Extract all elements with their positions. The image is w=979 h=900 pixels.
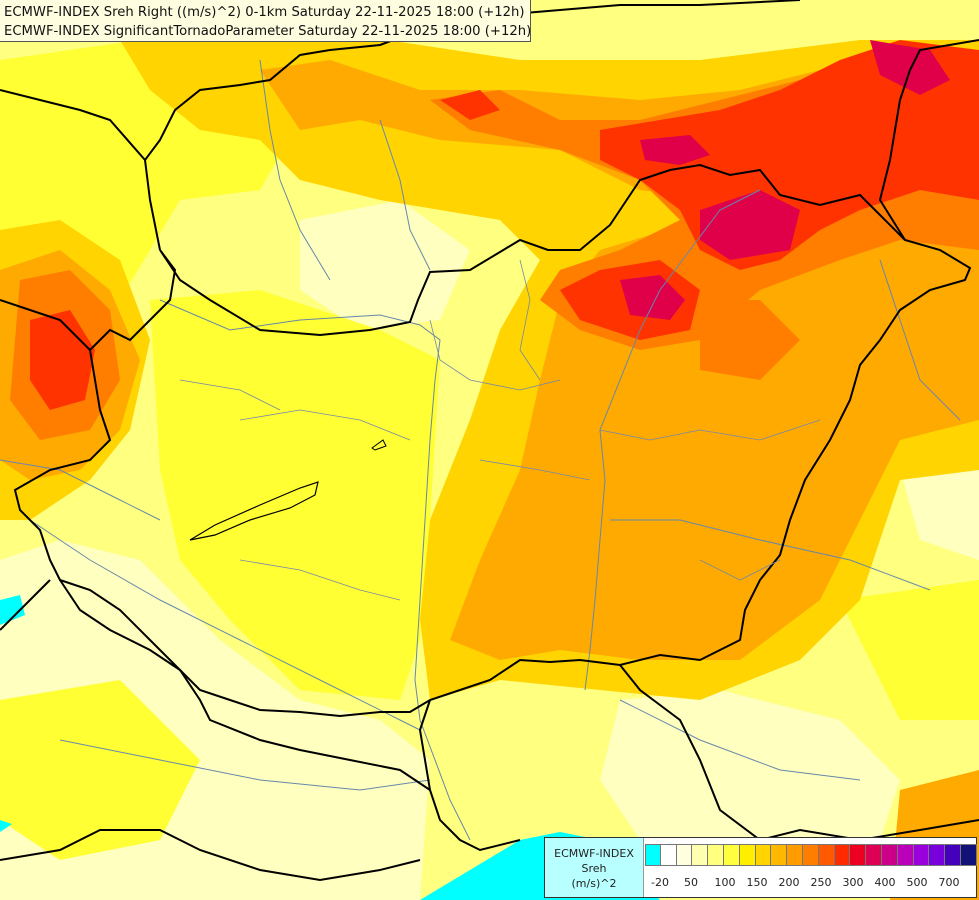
legend-unit: (m/s)^2	[571, 877, 617, 890]
border-bosnia	[0, 829, 421, 882]
field-cyan-west	[0, 595, 25, 625]
legend-swatch	[960, 844, 977, 866]
legend-variable: Sreh	[581, 862, 607, 875]
field-pale-southeast	[600, 690, 900, 860]
legend-swatch	[787, 844, 803, 866]
legend-swatch	[755, 844, 772, 866]
legend-tick-label: 250	[810, 876, 832, 889]
field-yellow-center	[150, 290, 440, 700]
river-danube	[159, 299, 471, 841]
border-west-austria	[0, 299, 91, 351]
field-pale-north	[300, 200, 470, 330]
legend-swatch	[723, 844, 740, 866]
legend-swatch	[881, 844, 898, 866]
river-north2	[379, 119, 431, 271]
legend-tick-label: 150	[746, 876, 768, 889]
legend-tick-label: 300	[842, 876, 864, 889]
title-line-1: ECMWF-INDEX Sreh Right ((m/s)^2) 0-1km S…	[4, 5, 525, 20]
border-croatia	[59, 579, 431, 791]
field-crimson-4	[870, 40, 950, 95]
legend-swatch	[929, 844, 946, 866]
legend-swatch	[676, 844, 693, 866]
field-yellow-south	[0, 680, 200, 860]
legend-tick-label: 100	[714, 876, 736, 889]
field-crimson-3	[640, 135, 710, 165]
river-east1	[879, 259, 961, 421]
border-hungary	[13, 163, 972, 718]
legend-swatch	[850, 844, 867, 866]
river-sava	[59, 739, 431, 791]
field-darkorange-east	[700, 300, 800, 380]
legend-swatch	[897, 844, 914, 866]
legend-swatch	[945, 844, 961, 866]
field-red-north	[600, 40, 979, 270]
legend-tick-label: 500	[906, 876, 928, 889]
border-slovenia	[0, 579, 51, 631]
legend-swatch	[739, 844, 756, 866]
legend-tick-label: 200	[778, 876, 800, 889]
border-slovakia	[143, 0, 801, 251]
legend-tick-label: 50	[684, 876, 698, 889]
river-drava	[29, 519, 421, 731]
border-ukraine	[878, 39, 979, 241]
border-romania-south	[619, 664, 979, 842]
map-title-box: ECMWF-INDEX Sreh Right ((m/s)^2) 0-1km S…	[0, 0, 531, 42]
legend-swatch	[834, 844, 851, 866]
legend-ticks: -20 50 100 150 200 250 300 400 500 700	[645, 876, 975, 892]
river-tisza	[584, 189, 761, 691]
field-red-small	[440, 90, 500, 120]
title-line-2: ECMWF-INDEX SignificantTornadoParameter …	[4, 24, 532, 39]
field-cyan-sw	[0, 820, 12, 832]
lake-small	[371, 439, 387, 451]
rivers	[0, 59, 961, 841]
field-pale-east	[900, 460, 979, 560]
field-crimson-2	[620, 275, 685, 320]
river-mures	[610, 519, 931, 591]
river-west2	[0, 459, 161, 521]
province-lines	[179, 259, 821, 601]
legend-swatch	[645, 844, 661, 866]
field-red-west	[30, 310, 95, 410]
field-yellow-east	[840, 580, 979, 720]
legend-swatch	[692, 844, 709, 866]
legend-swatch	[802, 844, 819, 866]
legend-tick-label: 700	[938, 876, 960, 889]
legend-swatch	[866, 844, 882, 866]
legend-tick-label: 400	[874, 876, 896, 889]
lake-balaton	[189, 481, 319, 541]
legend-swatch	[660, 844, 677, 866]
river-north1	[259, 59, 331, 281]
legend-tick-label: -20	[651, 876, 669, 889]
legend-swatch	[708, 844, 724, 866]
legend-source: ECMWF-INDEX	[554, 847, 634, 860]
color-legend: ECMWF-INDEX Sreh (m/s)^2 -20 50 100 150 200 2…	[544, 837, 977, 898]
legend-swatch	[913, 844, 930, 866]
legend-swatches	[645, 844, 977, 866]
border-austria	[0, 89, 146, 161]
legend-label: ECMWF-INDEX Sreh (m/s)^2	[545, 838, 644, 897]
river-south2	[619, 699, 861, 781]
legend-swatch	[818, 844, 835, 866]
legend-swatch	[771, 844, 788, 866]
border-serbia	[418, 699, 521, 852]
